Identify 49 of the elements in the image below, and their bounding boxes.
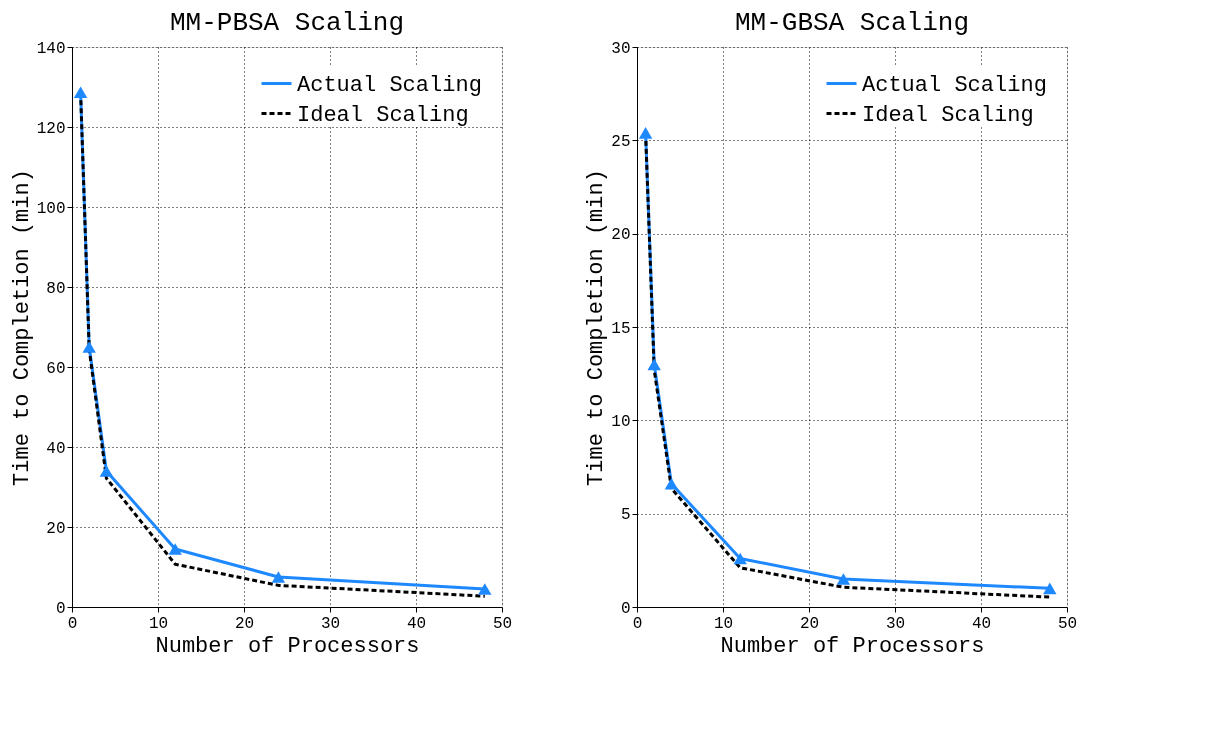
y-tick-label: 40 [46,439,66,458]
x-tick-label: 0 [67,614,78,633]
y-tick-label: 140 [36,39,66,58]
y-axis-title: Time to Completion (min) [584,169,610,486]
point [99,465,114,477]
x-tick-label: 50 [1057,614,1078,633]
y-tick-label: 10 [611,412,631,431]
point [168,543,182,555]
x-tick-label: 20 [234,614,255,633]
y-tick-label: 120 [36,119,66,138]
y-tick-label: 5 [620,506,631,525]
y-tick-label: 60 [46,359,66,378]
x-tick-label: 10 [148,614,169,633]
x-tick-label: 0 [632,614,643,633]
legend-label: Actual Scaling [862,72,1047,98]
point [647,358,661,371]
y-tick-label: 100 [36,199,66,218]
y-tick-label: 80 [46,279,66,298]
point [1043,582,1057,595]
x-tick-label: 30 [320,614,341,633]
x-tick-label: 40 [971,614,992,633]
point [836,573,851,585]
y-tick-label: 20 [46,519,66,538]
x-tick-label: 50 [492,614,513,633]
legend-label: Ideal Scaling [862,102,1034,128]
y-tick-label: 0 [55,599,66,618]
point [664,477,679,490]
point [638,127,653,139]
chart-title: MM-GBSA Scaling [734,8,970,38]
point [73,86,88,99]
x-tick-label: 20 [799,614,820,633]
legend-label: Actual Scaling [297,72,482,98]
point [82,341,96,353]
point [478,583,492,595]
x-tick-label: 40 [406,614,427,633]
x-tick-label: 10 [713,614,734,633]
y-tick-label: 30 [611,39,631,58]
y-axis-title: Time to Completion (min) [9,169,35,486]
y-tick-label: 25 [611,132,631,151]
x-axis-title: Number of Processors [720,633,985,659]
y-tick-label: 15 [611,319,631,338]
chart-title: MM-PBSA Scaling [169,8,405,38]
x-tick-label: 30 [885,614,906,633]
legend-label: Ideal Scaling [297,102,469,128]
point [733,552,747,565]
y-tick-label: 0 [620,599,631,618]
y-tick-label: 20 [611,226,631,245]
x-axis-title: Number of Processors [155,633,420,659]
point [271,571,286,583]
